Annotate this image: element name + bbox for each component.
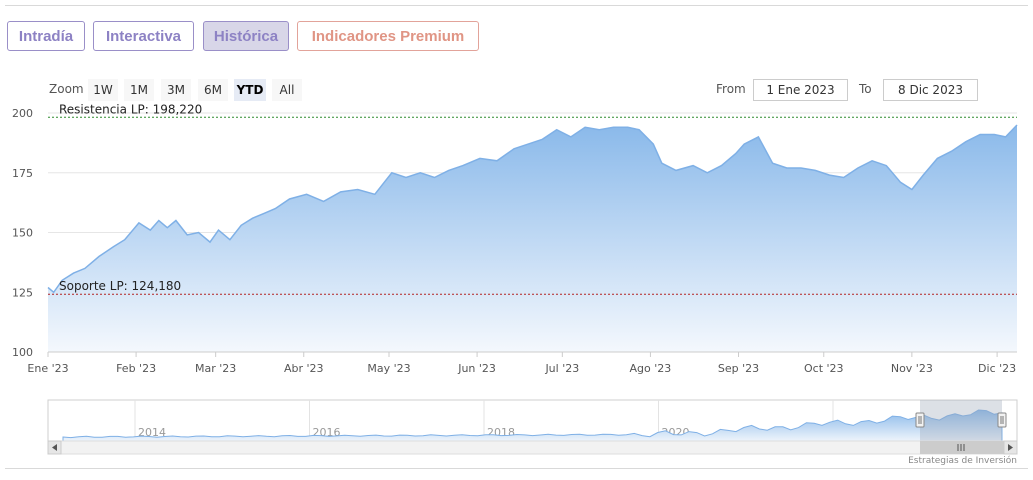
support-label: Soporte LP: 124,180 — [59, 279, 181, 293]
zoom-1m-button[interactable]: 1M — [124, 79, 154, 101]
navigator[interactable]: 20142016201820202022 — [47, 399, 1018, 442]
x-tick-label: Dic '23 — [978, 362, 1016, 375]
navigator-selection[interactable] — [920, 400, 1002, 441]
credit-label: Estrategias de Inversión — [908, 456, 1017, 466]
navigator-left-handle[interactable] — [915, 412, 925, 428]
navigator-series — [62, 409, 1003, 442]
to-label: To — [859, 82, 872, 96]
x-tick-label: May '23 — [367, 362, 410, 375]
scrollbar[interactable] — [47, 440, 1018, 455]
y-tick-label: 200 — [12, 107, 33, 120]
x-tick-label: Mar '23 — [195, 362, 236, 375]
arrow-right-icon — [1008, 444, 1013, 451]
scrollbar-track[interactable] — [47, 440, 1018, 455]
tab-interactiva[interactable]: Interactiva — [93, 21, 194, 51]
y-tick-label: 175 — [12, 167, 33, 180]
x-tick-label: Nov '23 — [891, 362, 933, 375]
from-label: From — [716, 82, 746, 96]
navigator-right-handle[interactable] — [997, 412, 1007, 428]
zoom-all-button[interactable]: All — [272, 79, 302, 101]
x-tick-label: Feb '23 — [116, 362, 156, 375]
x-tick-label: Oct '23 — [804, 362, 844, 375]
top-divider — [5, 5, 1028, 6]
navigator-year-label: 2014 — [138, 426, 166, 439]
zoom-1w-button[interactable]: 1W — [88, 79, 118, 101]
x-tick-label: Jun '23 — [457, 362, 496, 375]
price-area — [48, 125, 1017, 352]
x-tick-label: Ago '23 — [630, 362, 672, 375]
arrow-left-icon — [52, 444, 57, 451]
price-line — [47, 124, 1018, 294]
grip-icon — [957, 444, 965, 451]
tab-indicadores-premium[interactable]: Indicadores Premium — [297, 21, 479, 51]
zoom-label: Zoom — [49, 82, 84, 96]
zoom-ytd-button[interactable]: YTD — [234, 79, 266, 101]
zoom-6m-button[interactable]: 6M — [198, 79, 228, 101]
tab-intradia[interactable]: Intradía — [7, 21, 85, 51]
x-tick-label: Sep '23 — [718, 362, 759, 375]
y-tick-label: 100 — [12, 346, 33, 359]
y-tick-label: 150 — [12, 227, 33, 240]
y-tick-label: 125 — [12, 286, 33, 299]
x-tick-label: Ene '23 — [27, 362, 68, 375]
tab-historica[interactable]: Histórica — [203, 21, 289, 51]
bottom-divider — [5, 468, 1028, 469]
to-date-input[interactable]: 8 Dic 2023 — [883, 79, 978, 101]
zoom-3m-button[interactable]: 3M — [161, 79, 191, 101]
x-tick-label: Jul '23 — [544, 362, 579, 375]
scrollbar-thumb[interactable] — [920, 441, 1004, 454]
from-date-input[interactable]: 1 Ene 2023 — [753, 79, 848, 101]
resistance-label: Resistencia LP: 198,220 — [59, 102, 202, 116]
x-tick-label: Abr '23 — [284, 362, 324, 375]
